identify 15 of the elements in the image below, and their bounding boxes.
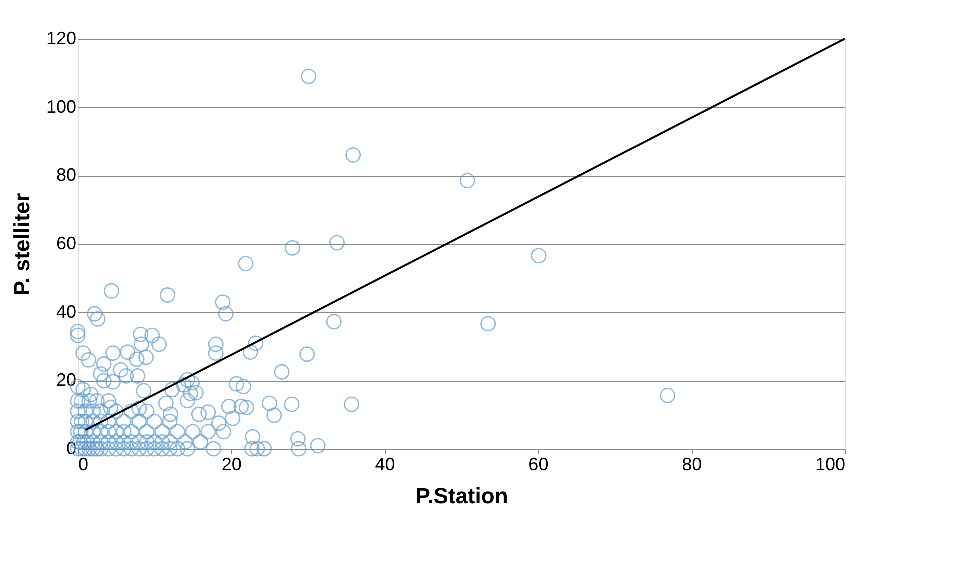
y-tick-label: 20 (56, 370, 76, 390)
x-tick-label: 80 (682, 454, 702, 474)
x-tick-label: 100 (815, 454, 846, 474)
y-tick-label: 120 (46, 28, 76, 48)
y-tick-label: 0 (66, 438, 76, 458)
x-tick-label: 0 (78, 454, 89, 474)
x-tick-label: 20 (222, 454, 242, 474)
y-tick-label: 80 (56, 165, 76, 186)
x-axis-title: P.Station (416, 484, 508, 508)
y-tick-label: 40 (56, 302, 76, 322)
y-tick-label: 100 (46, 96, 76, 117)
x-tick-label: 40 (375, 454, 396, 474)
y-axis-title: P. stelliter (9, 192, 34, 296)
y-tick-label: 60 (56, 234, 76, 254)
x-tick-label: 60 (528, 454, 549, 474)
